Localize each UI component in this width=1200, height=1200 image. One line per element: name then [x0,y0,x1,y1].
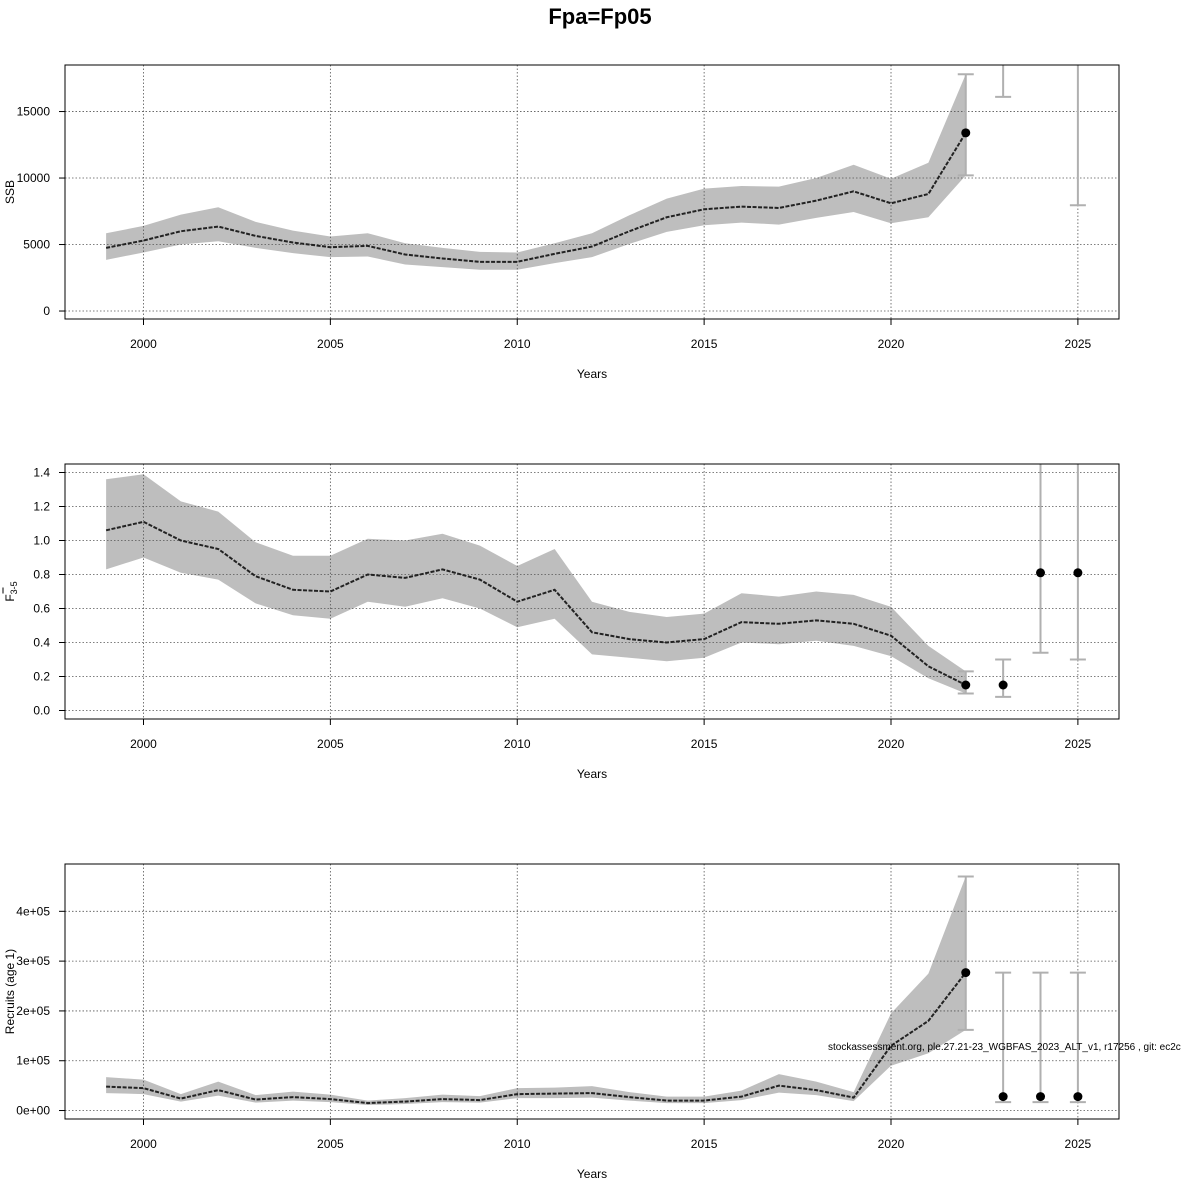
fbar-y-axis-label: F3-5 [3,581,19,601]
fbar-plot-area [65,464,1119,719]
recruits-x-tick-label: 2000 [130,1137,157,1151]
recruits-plot-area [65,864,1119,1119]
ssb-x-tick-label: 2000 [130,337,157,351]
ssb-x-tick-label: 2010 [504,337,531,351]
recruits-x-tick-label: 2020 [878,1137,905,1151]
footnote-text: stockassessment.org, ple.27.21-23_WGBFAS… [828,1042,1181,1053]
ssb-x-tick-label: 2025 [1065,337,1092,351]
recruits-projection-point [1073,1092,1083,1102]
fbar-y-tick-label: 0.2 [33,670,50,684]
recruits-projection-point [998,1092,1008,1102]
fbar-x-tick-label: 2005 [317,737,344,751]
recruits-projection-point [1036,1092,1046,1102]
fbar-y-tick-label: 0.0 [33,704,50,718]
fbar-x-tick-label: 2015 [691,737,718,751]
fbar-y-tick-label: 0.4 [33,636,50,650]
ssb-y-tick-label: 0 [43,304,50,318]
recruits-frame [64,863,1120,1120]
recruits-panel: 2000 2005 2010 2015 2020 2025 0e+00 1e+05 2e+05 3… [3,863,1120,1181]
recruits-x-tick-label: 2010 [504,1137,531,1151]
ssb-y-axis-label: SSB [3,180,17,204]
fbar-y-tick-label: 1.4 [33,466,50,480]
recruits-estimate-line [106,971,967,1105]
fbar-projection-point [1036,568,1046,578]
recruits-y-tick-label: 3e+05 [16,954,50,968]
ssb-y-tick-label: 5000 [23,238,50,252]
fbar-y-axis-label-subscript: 3-5 [9,581,19,594]
fbar-x-tick-label: 2020 [878,737,905,751]
fbar-panel: 2000 2005 2010 2015 2020 2025 0.0 0.2 0.4 0.6 0.8 1… [2,463,1120,781]
ssb-x-tick-label: 2015 [691,337,718,351]
fbar-projection-point [1073,568,1083,578]
recruits-y-tick-label: 2e+05 [16,1004,50,1018]
recruits-confidence-band [106,876,966,1106]
fbar-y-tick-label: 0.6 [33,602,50,616]
recruits-y-axis-label: Recruits (age 1) [3,949,17,1034]
fbar-x-tick-label: 2010 [504,737,531,751]
recruits-y-tick-label: 4e+05 [16,904,50,918]
recruits-x-tick-label: 2005 [317,1137,344,1151]
fbar-frame [64,463,1120,720]
fbar-y-tick-label: 0.8 [33,568,50,582]
ssb-x-tick-label: 2020 [878,337,905,351]
ssb-plot-area [65,65,1119,319]
fbar-y-tick-label: 1.0 [33,534,50,548]
fbar-confidence-band [106,474,966,694]
recruits-x-tick-label: 2025 [1065,1137,1092,1151]
fbar-x-tick-label: 2025 [1065,737,1092,751]
recruits-x-tick-label: 2015 [691,1137,718,1151]
ssb-projection-point [961,128,971,138]
ssb-y-tick-label: 15000 [17,105,51,119]
fbar-projection-point [961,680,971,690]
ssb-estimate-line [105,132,967,263]
fbar-x-tick-label: 2000 [130,737,157,751]
ssb-panel: 2000 2005 2010 2015 2020 2025 0 5000 10000 15000 Y… [3,64,1120,381]
fbar-projection-point [998,680,1008,690]
ssb-confidence-band [106,74,966,270]
recruits-y-tick-label: 0e+00 [16,1104,50,1118]
recruits-x-axis-label: Years [577,1167,607,1181]
ssb-y-tick-label: 10000 [17,171,51,185]
fbar-estimate-line [105,520,967,686]
ssb-x-axis-label: Years [577,367,607,381]
ssb-x-tick-label: 2005 [317,337,344,351]
ssb-frame [64,64,1120,320]
fbar-x-axis-label: Years [577,767,607,781]
fbar-y-tick-label: 1.2 [33,500,50,514]
recruits-y-tick-label: 1e+05 [16,1054,50,1068]
recruits-projection-point [961,968,971,978]
figure-title: Fpa=Fp05 [548,4,651,29]
